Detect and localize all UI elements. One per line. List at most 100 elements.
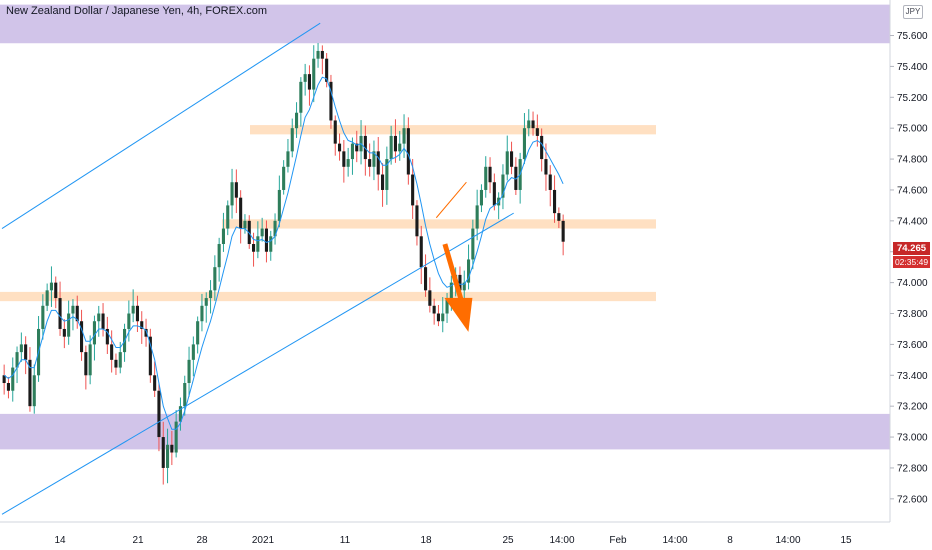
candle-body xyxy=(178,406,182,422)
candle-body xyxy=(436,313,440,322)
candle-body xyxy=(58,298,62,329)
candle-body xyxy=(32,375,36,407)
trendline-orange-line xyxy=(435,181,467,219)
candle-body xyxy=(544,159,548,175)
candle-body xyxy=(346,159,350,167)
candle-body xyxy=(239,197,243,229)
candle-body xyxy=(445,298,449,314)
candle-body xyxy=(213,267,217,291)
candle-body xyxy=(97,313,101,322)
chart-title: New Zealand Dollar / Japanese Yen, 4h, F… xyxy=(6,5,268,17)
candle-body xyxy=(243,220,247,229)
candle-body xyxy=(553,189,557,214)
channel-lower-line xyxy=(1,212,514,515)
candle-body xyxy=(398,143,402,152)
candle-body xyxy=(527,120,531,129)
candle-body xyxy=(531,120,535,129)
y-tick-label: 73.200 xyxy=(897,402,928,413)
candle-body xyxy=(303,74,307,82)
candle-body xyxy=(80,321,84,353)
candle-body xyxy=(338,143,342,152)
x-tick-label: 28 xyxy=(196,535,208,546)
candle-body xyxy=(484,166,488,190)
candle-body xyxy=(144,328,148,337)
candle-body xyxy=(424,267,428,291)
y-tick-label: 75.400 xyxy=(897,62,928,73)
candle-body xyxy=(355,143,359,152)
candle-body xyxy=(372,151,376,167)
candle-body xyxy=(170,444,174,453)
channel-upper-line xyxy=(1,22,321,229)
candle-body xyxy=(174,421,178,453)
x-tick-label: 8 xyxy=(727,535,733,546)
candle-body xyxy=(221,228,225,245)
candle-body xyxy=(333,120,337,144)
candle-body xyxy=(140,321,144,329)
currency-button[interactable]: JPY xyxy=(903,5,923,19)
candle-body xyxy=(286,151,290,167)
candle-body xyxy=(161,437,165,468)
moving-average-line xyxy=(3,76,564,430)
candle-body xyxy=(393,135,397,152)
candle-body xyxy=(514,166,518,190)
x-tick-label: 18 xyxy=(420,535,432,546)
candle-body xyxy=(187,359,191,384)
candle-body xyxy=(92,321,96,345)
candle-body xyxy=(316,50,320,59)
x-tick-label: 14:00 xyxy=(662,535,687,546)
candle-body xyxy=(350,143,354,160)
candle-body xyxy=(277,189,281,221)
candle-body xyxy=(226,205,230,229)
candle-body xyxy=(368,159,372,167)
candle-body xyxy=(209,290,213,299)
candle-body xyxy=(264,228,268,252)
candle-body xyxy=(307,74,311,90)
x-tick-label: 14:00 xyxy=(549,535,574,546)
candle-body xyxy=(479,189,483,206)
y-tick-label: 72.600 xyxy=(897,494,928,505)
candle-body xyxy=(24,344,28,360)
candle-body xyxy=(101,313,105,329)
candle-body xyxy=(320,50,324,59)
candle-body xyxy=(11,367,15,391)
candle-body xyxy=(402,128,406,144)
candle-body xyxy=(269,236,273,252)
candle-body xyxy=(2,375,6,384)
candle-body xyxy=(200,305,204,322)
candle-body xyxy=(191,344,195,360)
x-tick-label: 2021 xyxy=(252,535,275,546)
candle-body xyxy=(75,305,79,322)
candle-body xyxy=(467,259,471,283)
candle-body xyxy=(15,352,19,368)
candle-body xyxy=(166,444,170,468)
candle-body xyxy=(71,305,75,314)
zone-level-3 xyxy=(222,219,656,229)
candle-body xyxy=(88,344,92,376)
y-tick-label: 74.000 xyxy=(897,278,928,289)
candle-body xyxy=(312,58,316,90)
y-tick-label: 72.800 xyxy=(897,463,928,474)
forecast-arrow-shaft xyxy=(442,243,466,309)
candle-body xyxy=(105,328,109,345)
candle-body xyxy=(522,128,526,160)
candle-body xyxy=(557,213,561,221)
y-tick-label: 74.600 xyxy=(897,185,928,196)
x-tick-label: Feb xyxy=(609,535,627,546)
candle-body xyxy=(492,182,496,206)
candle-body xyxy=(535,128,539,136)
candle-body xyxy=(381,174,385,190)
x-tick-label: 15 xyxy=(840,535,852,546)
candle-body xyxy=(290,128,294,152)
candle-body xyxy=(114,359,118,368)
candle-body xyxy=(41,305,45,329)
y-tick-label: 73.600 xyxy=(897,340,928,351)
candle-body xyxy=(118,352,122,368)
y-tick-label: 75.000 xyxy=(897,124,928,135)
candle-body xyxy=(295,112,299,129)
candle-body xyxy=(273,220,277,237)
candle-body xyxy=(252,244,256,252)
candle-body xyxy=(449,282,453,299)
x-tick-label: 14:00 xyxy=(775,535,800,546)
